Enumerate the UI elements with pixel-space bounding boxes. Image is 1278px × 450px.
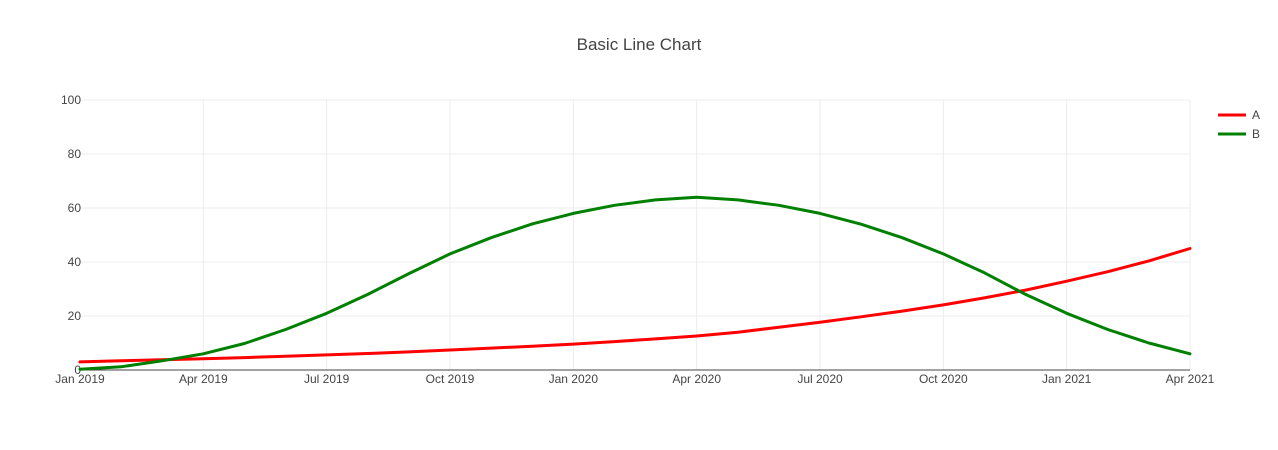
legend-label: A — [1252, 108, 1260, 122]
plot-area — [78, 195, 1192, 371]
x-tick-label: Apr 2019 — [179, 372, 228, 386]
series-line-b — [78, 195, 1192, 371]
x-tick-label: Jan 2021 — [1042, 372, 1092, 386]
y-tick-label: 60 — [68, 201, 82, 215]
x-tick-label: Oct 2019 — [426, 372, 475, 386]
legend-item-b[interactable]: B — [1218, 127, 1260, 141]
x-tick-label: Jan 2020 — [549, 372, 599, 386]
x-tick-label: Apr 2021 — [1166, 372, 1215, 386]
x-tick-label: Oct 2020 — [919, 372, 968, 386]
y-tick-label: 20 — [68, 309, 82, 323]
y-tick-label: 80 — [68, 147, 82, 161]
x-tick-label: Jul 2019 — [304, 372, 350, 386]
y-tick-label: 0 — [74, 363, 81, 377]
x-tick-label: Jul 2020 — [797, 372, 843, 386]
grid — [80, 99, 1191, 370]
y-tick-label: 100 — [61, 93, 81, 107]
y-tick-label: 40 — [68, 255, 82, 269]
legend[interactable]: AB — [1218, 108, 1260, 141]
chart-title: Basic Line Chart — [577, 35, 702, 54]
legend-item-a[interactable]: A — [1218, 108, 1260, 122]
legend-label: B — [1252, 127, 1260, 141]
axes: 0 20 40 60 80 100 Jan 2019 Apr 2019 Jul 2019 Oct … — [55, 93, 1214, 386]
series-line-a — [78, 247, 1192, 364]
x-tick-label: Jan 2019 — [55, 372, 105, 386]
x-tick-label: Apr 2020 — [672, 372, 721, 386]
